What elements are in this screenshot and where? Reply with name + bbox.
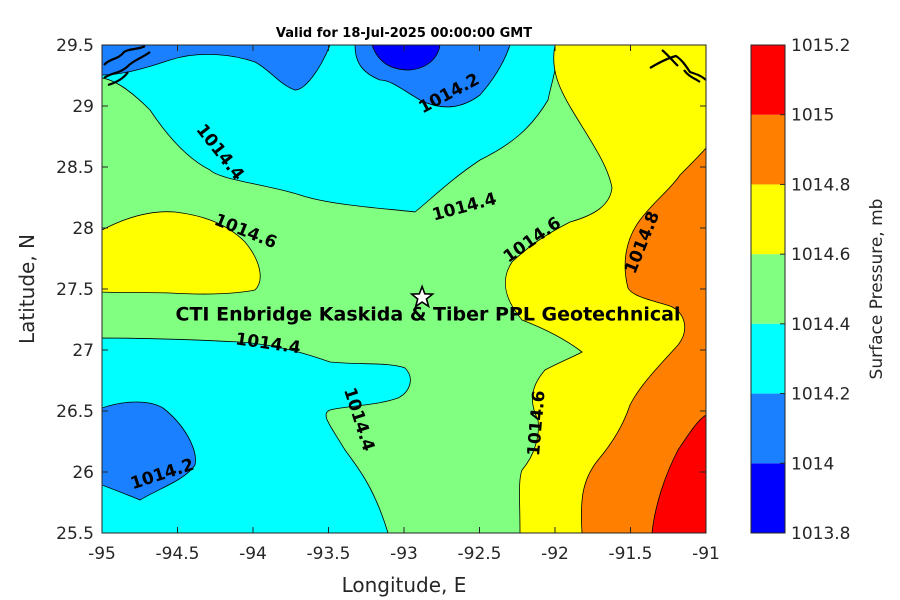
colorbar: 1013.8 1014 1014.2 1014.4 1014.6 1014.8 1015 10… (750, 36, 850, 544)
y-tick-label: 27.5 (56, 280, 94, 300)
colorbar-segment (751, 393, 785, 464)
x-axis-label: Longitude, E (342, 573, 467, 597)
coastline-northwest (103, 45, 151, 87)
colorbar-tick-label: 1014.8 (791, 175, 850, 195)
site-annotation: CTI Enbridge Kaskida & Tiber PPL Geotech… (176, 303, 681, 325)
colorbar-tick-label: 1014.6 (791, 245, 850, 265)
region-fill-1015.0-east (651, 414, 706, 533)
x-tick-label: -91.5 (609, 544, 653, 564)
colorbar-segment (751, 463, 785, 533)
x-tick-label: -95 (88, 544, 116, 564)
region-fill-1014.0-south (102, 401, 196, 501)
y-tick-label: 27 (72, 341, 94, 361)
colorbar-tick-label: 1014.4 (791, 315, 850, 335)
colorbar-tick-label: 1015.2 (791, 36, 850, 56)
region-fill-1013.8-north (371, 45, 441, 71)
y-tick-label: 28.5 (56, 158, 94, 178)
x-tick-label: -91 (692, 544, 720, 564)
y-tick-label: 29 (72, 97, 94, 117)
region-fill-1014.8-east (580, 147, 706, 533)
y-axis-label: Latitude, N (15, 234, 39, 344)
x-tick-label: -92.5 (458, 544, 502, 564)
region-fill-1014.0-north (102, 45, 331, 91)
y-axis-ticks: 25.5 26 26.5 27 27.5 28 28.5 29 29.5 (56, 36, 706, 544)
colorbar-segment (751, 323, 785, 394)
contour-fill-layer (102, 45, 706, 533)
y-tick-label: 26 (72, 463, 94, 483)
colorbar-label: Surface Pressure, mb (867, 199, 887, 380)
colorbar-segment (751, 254, 785, 324)
x-tick-label: -94 (239, 544, 267, 564)
colorbar-segment (751, 184, 785, 255)
x-tick-label: -93 (390, 544, 418, 564)
colorbar-tick-label: 1013.8 (791, 524, 850, 544)
colorbar-tick-label: 1014 (791, 454, 834, 474)
y-tick-label: 25.5 (56, 524, 94, 544)
colorbar-segment (751, 114, 785, 185)
y-tick-label: 28 (72, 219, 94, 239)
colorbar-tick-label: 1015 (791, 106, 834, 126)
site-marker-star-icon (409, 284, 435, 309)
x-tick-label: -93.5 (307, 544, 351, 564)
x-axis-ticks: -95 -94.5 -94 -93.5 -93 -92.5 -92 -91.5 -91 (88, 45, 720, 564)
region-fill-1014.6-west (102, 211, 261, 295)
coastline-northeast (649, 49, 706, 83)
colorbar-segment (751, 45, 785, 115)
y-tick-label: 26.5 (56, 402, 94, 422)
region-fill-1014.2-south (102, 337, 411, 533)
y-tick-label: 29.5 (56, 36, 94, 56)
x-tick-label: -94.5 (156, 544, 200, 564)
chart-title: Valid for 18-Jul-2025 00:00:00 GMT (276, 26, 532, 41)
colorbar-tick-label: 1014.2 (791, 385, 850, 405)
x-tick-label: -92 (541, 544, 569, 564)
colorbar-frame (750, 44, 786, 534)
